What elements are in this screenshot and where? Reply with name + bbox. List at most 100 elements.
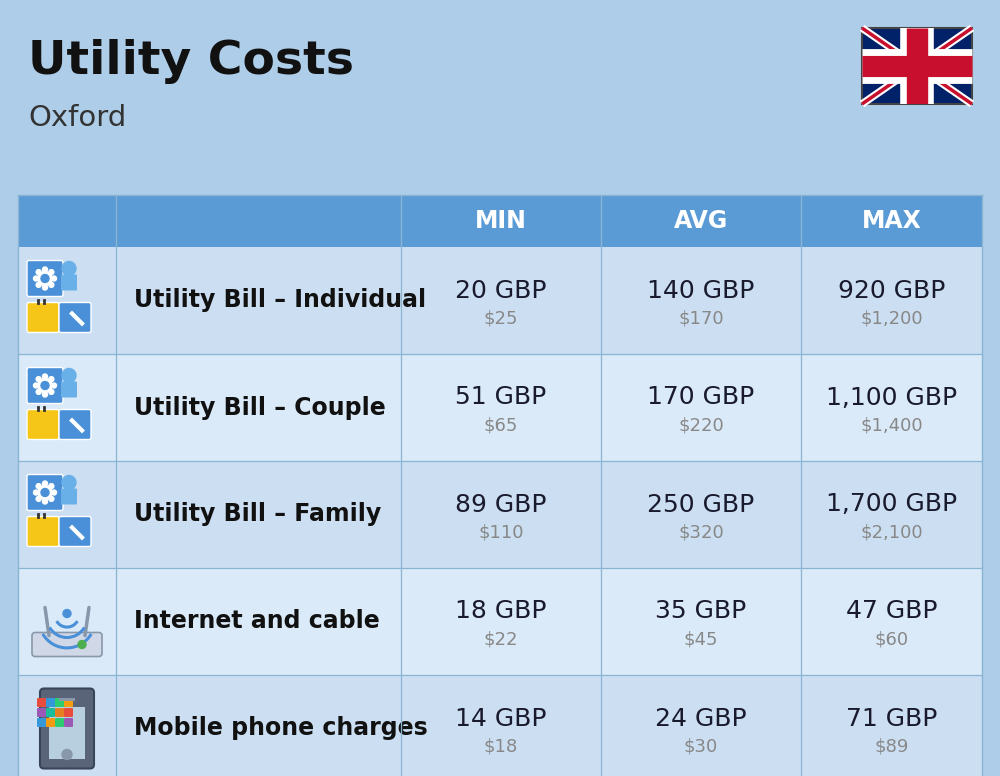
Text: Internet and cable: Internet and cable	[134, 609, 380, 633]
Text: 920 GBP: 920 GBP	[838, 279, 945, 303]
Circle shape	[36, 269, 41, 275]
FancyBboxPatch shape	[46, 708, 55, 717]
FancyBboxPatch shape	[61, 382, 77, 397]
Circle shape	[62, 369, 76, 383]
FancyBboxPatch shape	[40, 688, 94, 768]
Text: Utility Bill – Couple: Utility Bill – Couple	[134, 396, 386, 420]
FancyBboxPatch shape	[27, 410, 59, 439]
FancyBboxPatch shape	[59, 303, 91, 332]
Text: 20 GBP: 20 GBP	[455, 279, 547, 303]
Bar	[18, 568, 982, 675]
Text: 1,700 GBP: 1,700 GBP	[826, 493, 957, 517]
Circle shape	[34, 383, 38, 388]
Text: 35 GBP: 35 GBP	[655, 600, 747, 623]
Circle shape	[42, 374, 48, 379]
Text: $65: $65	[484, 417, 518, 435]
Text: $89: $89	[874, 737, 909, 756]
Circle shape	[42, 285, 48, 290]
Circle shape	[41, 489, 49, 497]
Text: MIN: MIN	[475, 209, 527, 233]
Text: 51 GBP: 51 GBP	[455, 386, 547, 410]
Bar	[18, 195, 982, 247]
Circle shape	[36, 483, 41, 489]
Text: $22: $22	[484, 630, 518, 649]
Circle shape	[52, 383, 56, 388]
FancyBboxPatch shape	[27, 474, 63, 511]
Circle shape	[78, 640, 86, 649]
Text: 47 GBP: 47 GBP	[846, 600, 937, 623]
Circle shape	[52, 490, 56, 495]
Text: 250 GBP: 250 GBP	[647, 493, 755, 517]
Text: $2,100: $2,100	[860, 524, 923, 542]
Text: 14 GBP: 14 GBP	[455, 706, 547, 730]
FancyBboxPatch shape	[37, 708, 46, 717]
Circle shape	[38, 272, 52, 286]
FancyBboxPatch shape	[32, 632, 102, 656]
Circle shape	[38, 379, 52, 393]
Circle shape	[34, 490, 38, 495]
Text: $220: $220	[678, 417, 724, 435]
Text: AVG: AVG	[674, 209, 728, 233]
Bar	[18, 675, 982, 776]
Text: $18: $18	[484, 737, 518, 756]
Text: $30: $30	[684, 737, 718, 756]
Text: Mobile phone charges: Mobile phone charges	[134, 716, 428, 740]
Bar	[862, 28, 972, 104]
Circle shape	[34, 276, 38, 281]
Text: 71 GBP: 71 GBP	[846, 706, 937, 730]
Text: $170: $170	[678, 310, 724, 327]
FancyBboxPatch shape	[64, 708, 73, 717]
Text: $320: $320	[678, 524, 724, 542]
Text: Utility Bill – Individual: Utility Bill – Individual	[134, 289, 426, 313]
Circle shape	[52, 276, 56, 281]
FancyBboxPatch shape	[27, 368, 63, 404]
FancyBboxPatch shape	[37, 718, 46, 727]
Circle shape	[36, 497, 41, 501]
FancyBboxPatch shape	[46, 718, 55, 727]
Text: $45: $45	[684, 630, 718, 649]
Circle shape	[49, 376, 54, 382]
Circle shape	[41, 382, 49, 390]
Circle shape	[42, 499, 48, 504]
Circle shape	[63, 609, 71, 618]
Circle shape	[36, 282, 41, 287]
Circle shape	[41, 275, 49, 282]
Text: 170 GBP: 170 GBP	[647, 386, 755, 410]
Bar	[18, 247, 982, 354]
FancyBboxPatch shape	[27, 261, 63, 296]
Text: 140 GBP: 140 GBP	[647, 279, 755, 303]
FancyBboxPatch shape	[64, 718, 73, 727]
Text: 1,100 GBP: 1,100 GBP	[826, 386, 957, 410]
Text: $1,400: $1,400	[860, 417, 923, 435]
Circle shape	[49, 483, 54, 489]
FancyBboxPatch shape	[64, 698, 73, 707]
Circle shape	[42, 392, 48, 397]
Text: 89 GBP: 89 GBP	[455, 493, 547, 517]
FancyBboxPatch shape	[55, 708, 64, 717]
FancyBboxPatch shape	[61, 489, 77, 504]
Text: $25: $25	[484, 310, 518, 327]
Circle shape	[42, 481, 48, 486]
Bar	[862, 28, 972, 104]
Text: 24 GBP: 24 GBP	[655, 706, 747, 730]
FancyBboxPatch shape	[59, 517, 91, 546]
Bar	[59, 698, 75, 701]
Text: Oxford: Oxford	[28, 104, 126, 132]
FancyBboxPatch shape	[37, 698, 46, 707]
Circle shape	[62, 476, 76, 490]
Text: $110: $110	[478, 524, 524, 542]
Text: $60: $60	[874, 630, 909, 649]
Bar	[18, 461, 982, 568]
Circle shape	[42, 267, 48, 272]
Circle shape	[49, 497, 54, 501]
Bar	[18, 354, 982, 461]
Circle shape	[62, 262, 76, 275]
FancyBboxPatch shape	[46, 698, 55, 707]
Circle shape	[49, 390, 54, 394]
FancyBboxPatch shape	[59, 410, 91, 439]
Text: $1,200: $1,200	[860, 310, 923, 327]
Circle shape	[49, 269, 54, 275]
FancyBboxPatch shape	[27, 303, 59, 332]
Text: MAX: MAX	[862, 209, 921, 233]
Text: Utility Bill – Family: Utility Bill – Family	[134, 503, 381, 526]
